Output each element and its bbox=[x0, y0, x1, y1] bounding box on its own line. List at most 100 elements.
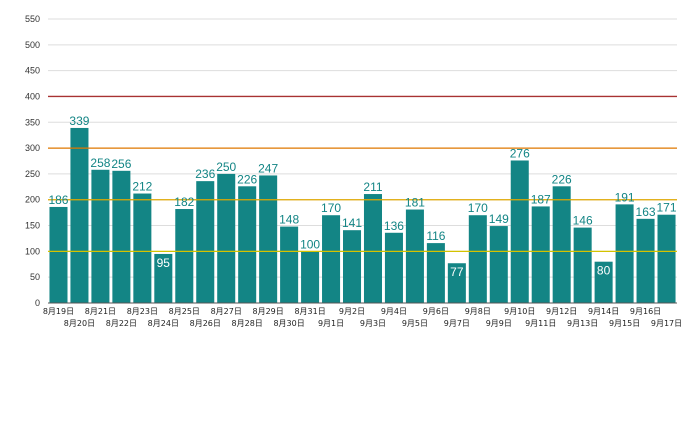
x-tick-label: 8月27日 bbox=[211, 307, 242, 316]
y-tick-label: 250 bbox=[25, 169, 40, 179]
y-axis-ticks: 0 50 100 150 200 250 300 350 400 450 500 550 bbox=[25, 14, 40, 308]
x-tick-label: 8月29日 bbox=[253, 307, 284, 316]
data-label: 100 bbox=[300, 237, 320, 251]
x-tick-label: 9月11日 bbox=[525, 319, 556, 328]
data-label: 116 bbox=[426, 229, 445, 243]
data-label: 170 bbox=[468, 201, 488, 215]
x-axis-ticks: 8月19日 8月20日 8月21日 8月22日 8月23日 8月24日 8月25日 8月26日… bbox=[43, 307, 682, 328]
y-tick-label: 300 bbox=[25, 143, 40, 153]
bar bbox=[280, 226, 299, 303]
x-tick-label: 8月28日 bbox=[232, 319, 263, 328]
data-label: 236 bbox=[195, 167, 215, 181]
data-label: 170 bbox=[321, 201, 341, 215]
data-label: 148 bbox=[279, 213, 299, 227]
data-label: 212 bbox=[132, 180, 152, 194]
data-label: 181 bbox=[405, 196, 425, 210]
x-tick-label: 9月1日 bbox=[318, 319, 344, 328]
data-label: 182 bbox=[174, 195, 194, 209]
x-tick-label: 9月8日 bbox=[465, 307, 491, 316]
x-tick-label: 9月10日 bbox=[504, 307, 535, 316]
data-label: 211 bbox=[363, 180, 382, 194]
bar bbox=[594, 261, 613, 303]
x-tick-label: 8月24日 bbox=[148, 319, 179, 328]
bar bbox=[657, 214, 676, 303]
bar bbox=[49, 206, 68, 303]
data-label: 191 bbox=[615, 190, 635, 204]
x-tick-label: 8月23日 bbox=[127, 307, 158, 316]
y-tick-label: 400 bbox=[25, 91, 40, 101]
bar bbox=[196, 181, 215, 303]
y-tick-label: 50 bbox=[30, 272, 40, 282]
data-label: 141 bbox=[342, 216, 362, 230]
bars bbox=[49, 127, 676, 303]
bar bbox=[322, 215, 341, 303]
bar bbox=[468, 215, 487, 303]
data-label: 226 bbox=[552, 172, 572, 186]
bar bbox=[636, 218, 655, 303]
x-tick-label: 9月3日 bbox=[360, 319, 386, 328]
bar bbox=[405, 209, 424, 303]
bar bbox=[573, 227, 592, 303]
bar bbox=[175, 209, 194, 303]
bar bbox=[552, 186, 571, 303]
data-label: 276 bbox=[510, 146, 530, 160]
bar bbox=[217, 173, 236, 303]
data-label: 95 bbox=[157, 256, 171, 270]
data-label: 186 bbox=[48, 193, 68, 207]
x-tick-label: 8月25日 bbox=[169, 307, 200, 316]
y-tick-label: 0 bbox=[35, 298, 40, 308]
y-tick-label: 350 bbox=[25, 117, 40, 127]
bar bbox=[510, 160, 529, 303]
bar bbox=[426, 243, 445, 303]
y-tick-label: 450 bbox=[25, 66, 40, 76]
x-tick-label: 8月30日 bbox=[273, 319, 304, 328]
data-label: 80 bbox=[597, 264, 611, 278]
x-tick-label: 9月17日 bbox=[651, 319, 682, 328]
bar bbox=[154, 253, 173, 303]
bar bbox=[301, 251, 320, 303]
bar bbox=[133, 193, 152, 303]
y-tick-label: 150 bbox=[25, 221, 40, 231]
data-label: 163 bbox=[636, 205, 656, 219]
bar bbox=[112, 170, 131, 303]
x-tick-label: 9月13日 bbox=[567, 319, 598, 328]
x-tick-label: 9月9日 bbox=[486, 319, 512, 328]
reference-lines bbox=[48, 95, 677, 253]
bar bbox=[384, 232, 403, 303]
bar bbox=[238, 186, 257, 303]
data-label: 136 bbox=[384, 219, 404, 233]
bar bbox=[531, 206, 550, 303]
data-label: 187 bbox=[531, 192, 551, 206]
bar bbox=[489, 226, 508, 303]
x-tick-label: 9月12日 bbox=[546, 307, 577, 316]
bar bbox=[363, 194, 382, 303]
x-tick-label: 8月26日 bbox=[190, 319, 221, 328]
bar bbox=[343, 230, 362, 303]
bar bbox=[615, 204, 634, 303]
x-tick-label: 8月20日 bbox=[64, 319, 95, 328]
x-tick-label: 8月19日 bbox=[43, 307, 74, 316]
x-tick-label: 9月6日 bbox=[423, 307, 449, 316]
y-tick-label: 100 bbox=[25, 246, 40, 256]
x-tick-label: 9月14日 bbox=[588, 307, 619, 316]
y-tick-label: 500 bbox=[25, 40, 40, 50]
data-label: 146 bbox=[573, 214, 593, 228]
x-tick-label: 8月21日 bbox=[85, 307, 116, 316]
data-label: 258 bbox=[90, 156, 110, 170]
data-label: 77 bbox=[450, 265, 464, 279]
y-tick-label: 200 bbox=[25, 195, 40, 205]
x-tick-label: 9月2日 bbox=[339, 307, 365, 316]
x-tick-label: 8月31日 bbox=[294, 307, 325, 316]
bar bbox=[447, 263, 466, 303]
data-label: 256 bbox=[111, 157, 131, 171]
data-label: 339 bbox=[69, 114, 89, 128]
data-label: 226 bbox=[237, 172, 257, 186]
x-tick-label: 9月15日 bbox=[609, 319, 640, 328]
y-tick-label: 550 bbox=[25, 14, 40, 24]
x-tick-label: 9月16日 bbox=[630, 307, 661, 316]
x-tick-label: 9月7日 bbox=[444, 319, 470, 328]
bar bbox=[70, 127, 89, 303]
data-label: 250 bbox=[216, 160, 236, 174]
bar bbox=[91, 169, 110, 303]
